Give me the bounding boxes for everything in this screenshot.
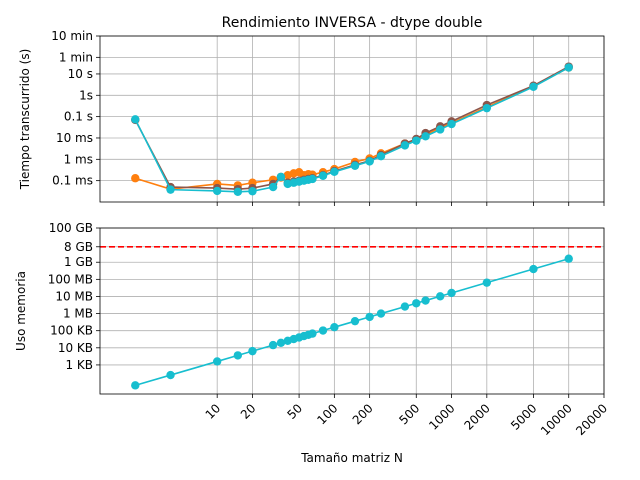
time-chart-x-ticks xyxy=(216,202,605,206)
ax1-y-tick-label: 0.1 s xyxy=(64,110,93,124)
ax2-data-point-cyan xyxy=(365,312,374,322)
ax2-y-tick-label: 100 KB xyxy=(50,324,93,338)
ax1-y-tick-label: 1 min xyxy=(59,50,93,64)
ax2-data-point-cyan xyxy=(318,326,328,335)
ax2-data-point-cyan xyxy=(482,278,492,287)
ax1-data-point-cyan xyxy=(308,174,317,184)
memory-chart-y-ticks: 1 KB 10 KB 100 KB 1 MB 10 MB 100 MB 1 GB8 GB 10… xyxy=(48,221,100,372)
ax1-data-point-orange xyxy=(131,174,140,183)
ax1-data-point-cyan xyxy=(330,167,339,177)
ax1-y-tick-label: 10 ms xyxy=(56,131,93,145)
ax2-y-tick-label: 100 MB xyxy=(48,272,93,286)
ax2-data-point-cyan xyxy=(421,296,430,305)
ax2-data-point-cyan xyxy=(435,292,445,301)
ax1-data-point-cyan xyxy=(412,136,421,145)
memory-chart-frame xyxy=(99,227,605,395)
ax2-y-tick-label: 8 GB xyxy=(64,240,93,254)
ax2-data-point-cyan xyxy=(412,299,421,308)
ax2-data-point-cyan xyxy=(447,288,456,298)
ax2-data-point-cyan xyxy=(529,264,538,274)
ax2-y-tick-label: 10 KB xyxy=(58,341,93,355)
ax1-data-point-cyan xyxy=(482,103,492,113)
ax2-y-tick-label: 1 GB xyxy=(64,255,93,269)
ax2-data-point-cyan xyxy=(350,316,360,326)
ax1-data-point-cyan xyxy=(421,132,430,141)
time-chart: 0.1 ms 1 ms 10 ms 0.1 s 1s 10 s 1 min 10 min Re… xyxy=(18,15,605,206)
ax2-data-point-cyan xyxy=(233,351,243,360)
ax2-y-tick-label: 1 MB xyxy=(63,307,93,321)
memory-chart-series xyxy=(131,254,573,390)
ax2-data-point-cyan xyxy=(308,329,317,338)
ax2-y-tick-label: 10 MB xyxy=(55,289,93,303)
ax1-data-point-cyan xyxy=(233,187,243,197)
ax2-data-point-cyan xyxy=(212,357,222,366)
ax2-data-point-cyan xyxy=(330,322,339,332)
ax2-data-point-cyan xyxy=(268,340,278,350)
ax1-data-point-cyan xyxy=(447,119,456,129)
ax2-data-point-cyan xyxy=(564,254,573,263)
ax1-y-tick-label: 10 min xyxy=(51,29,93,43)
ax1-data-point-cyan xyxy=(276,172,286,182)
ax2-data-point-cyan xyxy=(166,370,175,380)
ax1-data-point-cyan xyxy=(318,171,328,180)
ax1-y-tick-label: 0.1 ms xyxy=(52,174,93,188)
time-chart-y-ticks: 0.1 ms 1 ms 10 ms 0.1 s 1s 10 s 1 min 10 min xyxy=(51,29,100,188)
ax1-data-point-cyan xyxy=(248,187,257,196)
time-chart-ylabel: Tiempo transcurrido (s) xyxy=(18,49,32,191)
ax1-y-tick-label: 1s xyxy=(79,88,93,102)
ax2-y-tick-label: 1 KB xyxy=(65,358,93,372)
ax1-data-point-cyan xyxy=(529,82,538,91)
ax1-data-point-cyan xyxy=(376,151,386,161)
ax1-data-point-cyan xyxy=(435,125,445,134)
ax1-data-point-cyan xyxy=(268,182,278,192)
time-chart-series xyxy=(131,62,573,197)
ax1-data-point-cyan xyxy=(212,186,222,196)
ax1-data-point-cyan xyxy=(365,157,374,166)
time-chart-frame xyxy=(99,35,605,203)
ax2-data-point-cyan xyxy=(400,302,410,311)
memory-chart-ylabel: Uso memoria xyxy=(14,271,28,351)
ax1-data-point-cyan xyxy=(166,185,175,194)
ax1-data-point-cyan xyxy=(400,141,410,150)
time-chart-title: Rendimiento INVERSA - dtype double xyxy=(222,15,483,31)
ax1-y-tick-label: 1 ms xyxy=(64,152,93,166)
ax1-data-point-cyan xyxy=(564,63,573,72)
ax2-data-point-cyan xyxy=(276,338,286,348)
ax2-y-tick-label: 100 GB xyxy=(49,221,93,235)
memory-chart-xlabel: Tamaño matriz N xyxy=(300,451,403,465)
memory-chart-grid xyxy=(100,227,605,394)
ax1-data-point-cyan xyxy=(131,115,140,124)
ax2-data-point-cyan xyxy=(248,346,257,356)
ax1-y-tick-label: 10 s xyxy=(68,67,93,81)
ax1-data-point-cyan xyxy=(350,161,360,170)
ax2-data-point-cyan xyxy=(376,309,386,318)
ax2-data-point-cyan xyxy=(131,381,140,390)
